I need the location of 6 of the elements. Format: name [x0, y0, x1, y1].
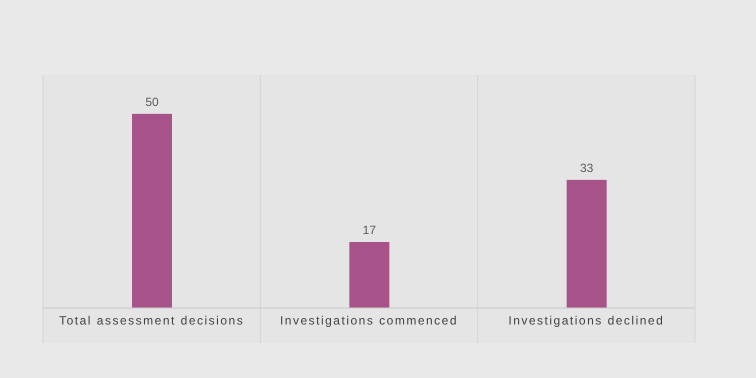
data-label: 17: [362, 222, 376, 237]
data-label: 50: [145, 94, 159, 109]
x-tick-label: Investigations commenced: [280, 314, 458, 328]
x-tick-label: Investigations declined: [508, 314, 664, 328]
data-label: 33: [580, 160, 594, 175]
x-tick-label: Total assessment decisions: [59, 314, 244, 328]
